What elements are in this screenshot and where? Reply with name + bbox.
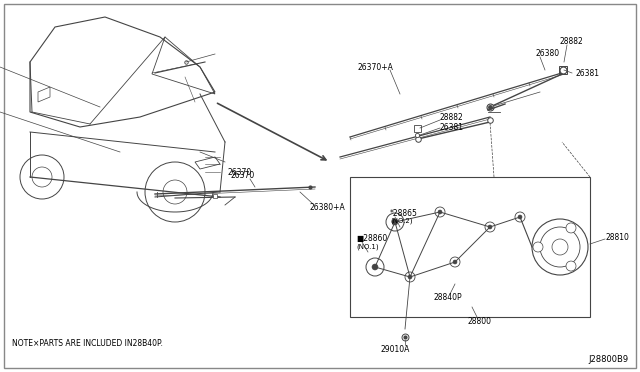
Circle shape: [450, 257, 460, 267]
Circle shape: [566, 223, 576, 233]
Circle shape: [366, 258, 384, 276]
Text: J28800B9: J28800B9: [588, 356, 628, 365]
Text: NOTE×PARTS ARE INCLUDED IN28B40P.: NOTE×PARTS ARE INCLUDED IN28B40P.: [12, 340, 163, 349]
Circle shape: [386, 213, 404, 231]
Circle shape: [392, 219, 398, 225]
FancyBboxPatch shape: [414, 125, 421, 132]
Text: 26380: 26380: [535, 49, 559, 58]
Circle shape: [453, 260, 457, 264]
Text: 26381: 26381: [440, 122, 464, 131]
Text: (NO.1): (NO.1): [356, 243, 379, 250]
Circle shape: [485, 222, 495, 232]
Circle shape: [435, 207, 445, 217]
Text: *28865: *28865: [390, 209, 418, 218]
Circle shape: [533, 242, 543, 252]
Text: 28840P: 28840P: [434, 292, 462, 301]
Text: 26381: 26381: [575, 70, 599, 78]
Circle shape: [488, 225, 492, 229]
Text: 26370: 26370: [228, 168, 252, 177]
Circle shape: [438, 210, 442, 214]
Circle shape: [515, 212, 525, 222]
Text: 28810: 28810: [605, 232, 629, 241]
Circle shape: [566, 261, 576, 271]
Text: 28882: 28882: [560, 38, 584, 46]
Circle shape: [390, 217, 400, 227]
Circle shape: [405, 272, 415, 282]
Circle shape: [373, 265, 377, 269]
Circle shape: [393, 220, 397, 224]
Text: 29010A: 29010A: [380, 344, 410, 353]
Circle shape: [372, 264, 378, 270]
FancyBboxPatch shape: [559, 66, 567, 74]
Text: (NO.2): (NO.2): [390, 218, 413, 224]
Text: 26370: 26370: [231, 170, 255, 180]
Circle shape: [408, 275, 412, 279]
Text: 28800: 28800: [468, 317, 492, 327]
Circle shape: [370, 262, 380, 272]
Text: 28882: 28882: [440, 112, 464, 122]
Text: 26370+A: 26370+A: [357, 62, 393, 71]
Text: 26380+A: 26380+A: [310, 202, 346, 212]
Text: ■28860: ■28860: [356, 234, 387, 244]
Circle shape: [518, 215, 522, 219]
Bar: [350, 177, 590, 317]
